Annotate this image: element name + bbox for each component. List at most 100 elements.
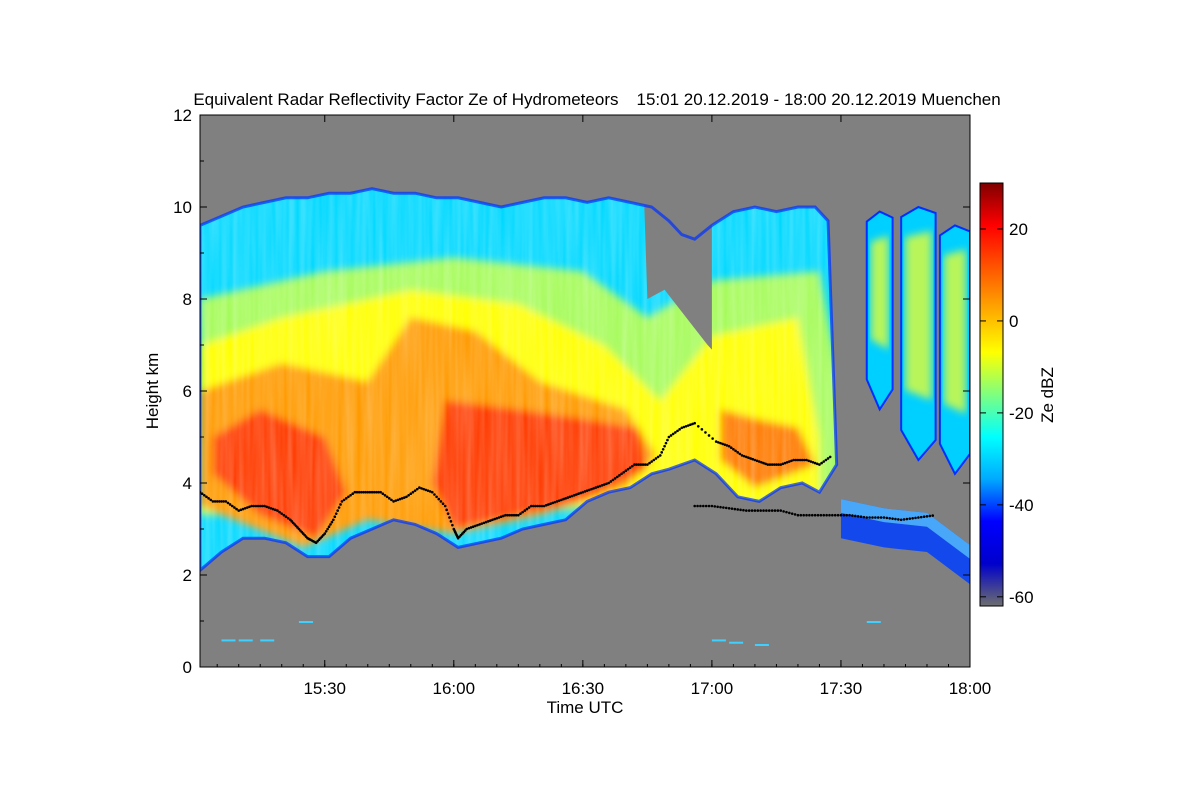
lower-dot [833, 513, 837, 517]
melting-dot [418, 486, 421, 489]
melting-dot [753, 458, 757, 462]
melting-dot [261, 504, 264, 508]
melting-dot [205, 495, 208, 499]
melting-dot [256, 504, 260, 508]
colorbar-tick-label: -40 [1009, 496, 1034, 515]
melting-dot [521, 510, 524, 514]
trailing-cell [938, 224, 970, 476]
melting-dot [585, 489, 589, 492]
melting-dot [757, 460, 761, 463]
melting-dot [691, 422, 694, 426]
y-axis: 0 2 4 6 8 10 12 [173, 106, 970, 677]
melting-dot [471, 525, 475, 528]
lower-dot [822, 513, 826, 517]
melting-dot [449, 520, 453, 523]
colorbar-label: Ze dBZ [1038, 367, 1057, 423]
lower-dot [730, 507, 734, 510]
melting-dot [514, 513, 518, 517]
melting-dot [523, 509, 527, 512]
melting-dot [280, 512, 284, 515]
lower-dot [874, 516, 877, 519]
melting-dot [387, 497, 391, 500]
melting-dot [220, 500, 223, 503]
melting-dot [745, 455, 748, 459]
melting-dot [446, 512, 450, 515]
lower-dot [722, 506, 725, 509]
melting-dot [811, 461, 815, 464]
melting-dot [263, 504, 266, 508]
lower-dot [885, 516, 889, 520]
lower-dot [747, 509, 751, 512]
melting-dot [781, 462, 785, 466]
melting-dot [407, 493, 410, 497]
melting-dot [562, 497, 565, 501]
x-tick-label: 18:00 [949, 679, 992, 698]
melting-dot [579, 491, 582, 495]
lower-dot [701, 504, 705, 508]
melting-dot [725, 444, 729, 447]
melting-dot [476, 523, 479, 527]
melting-dot [435, 495, 438, 499]
melting-dot [792, 458, 795, 462]
lower-dot [819, 513, 823, 517]
x-axis: 15:30 16:00 16:30 17:00 17:30 18:00 [216, 115, 992, 698]
melting-dot [719, 441, 722, 445]
melting-dot [581, 490, 585, 494]
melting-dot [437, 497, 441, 501]
lower-dot [865, 516, 869, 519]
chart-period: 15:01 20.12.2019 - 18:00 20.12.2019 [636, 90, 916, 109]
chart-title: Equivalent Radar Reflectivity Factor Ze … [193, 90, 1000, 109]
melting-dot [749, 457, 752, 460]
y-tick-label: 0 [183, 658, 192, 677]
melting-dot [203, 493, 206, 497]
melting-dot [711, 437, 714, 440]
lower-dot [914, 516, 917, 520]
melting-dot [721, 442, 724, 446]
lower-dot [925, 515, 929, 518]
melting-dot [796, 458, 800, 462]
lower-dot [745, 509, 748, 512]
melting-dot [693, 421, 696, 425]
lower-dot [782, 510, 785, 513]
melting-dot [654, 457, 658, 460]
melting-dot [532, 504, 535, 508]
melting-dot [323, 532, 327, 535]
y-tick-label: 6 [183, 382, 192, 401]
melting-dot [747, 456, 750, 460]
lower-dot [759, 509, 762, 512]
ground-speck [260, 639, 275, 642]
melting-dot [785, 461, 789, 464]
melting-dot [818, 463, 821, 466]
lower-dot [699, 504, 702, 508]
melting-dot [512, 513, 516, 517]
melting-dot [228, 503, 232, 506]
melting-dot [467, 526, 471, 530]
lower-dot [808, 513, 811, 517]
ground-speck [729, 641, 744, 644]
melting-dot [555, 500, 559, 503]
lower-dot [931, 514, 935, 517]
y-tick-label: 4 [183, 474, 192, 493]
melting-dot [813, 461, 817, 465]
melting-dot [568, 495, 572, 499]
melting-dot [805, 458, 808, 462]
lower-dot [876, 516, 880, 519]
melting-dot [484, 520, 488, 524]
melting-dot [351, 492, 355, 496]
melting-dot [327, 525, 331, 528]
melting-dot [497, 516, 501, 519]
lower-dot [842, 513, 846, 517]
trailing-cell-inner [943, 249, 966, 414]
lower-dot [810, 513, 814, 517]
melting-dot [428, 490, 432, 493]
melting-dot [575, 493, 578, 496]
lower-dot [767, 509, 771, 512]
lower-dot [707, 504, 711, 508]
lower-dot [733, 507, 737, 511]
colorbar [979, 182, 1004, 607]
y-tick-label: 8 [183, 290, 192, 309]
melting-dot [596, 485, 600, 489]
melting-dot [800, 458, 804, 462]
melting-dot [564, 497, 567, 500]
